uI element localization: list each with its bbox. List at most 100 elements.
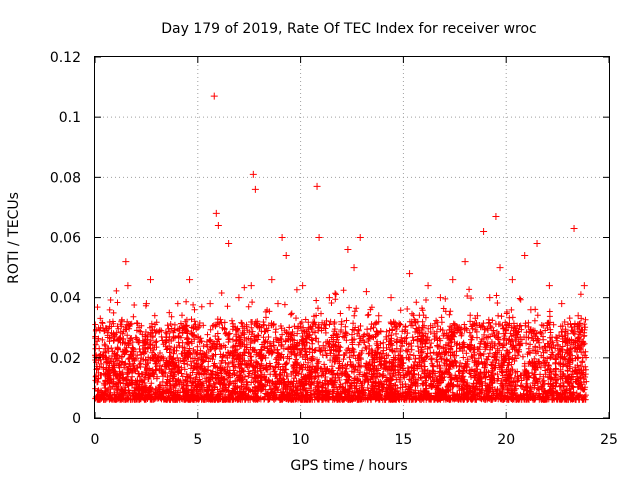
data-point bbox=[286, 336, 294, 344]
data-point bbox=[496, 264, 504, 272]
y-tick-label: 0.02 bbox=[50, 351, 81, 367]
data-point bbox=[406, 270, 414, 278]
data-point bbox=[292, 360, 300, 368]
data-point bbox=[473, 312, 481, 320]
data-point bbox=[369, 348, 377, 356]
data-point bbox=[268, 276, 276, 284]
x-tick-label: 0 bbox=[91, 432, 100, 448]
data-point bbox=[206, 300, 214, 308]
data-point bbox=[325, 294, 333, 302]
data-point bbox=[356, 234, 364, 241]
background-noise-band bbox=[92, 284, 590, 403]
data-point bbox=[105, 366, 113, 374]
data-point bbox=[430, 330, 438, 338]
data-point bbox=[387, 294, 395, 302]
data-point bbox=[153, 360, 161, 368]
data-point bbox=[274, 300, 282, 308]
data-point bbox=[443, 360, 451, 368]
data-point bbox=[539, 336, 547, 344]
data-point bbox=[521, 252, 529, 260]
data-point bbox=[436, 294, 444, 302]
data-point bbox=[97, 360, 105, 368]
data-point bbox=[399, 372, 407, 380]
data-point bbox=[480, 227, 488, 235]
data-point bbox=[186, 276, 194, 284]
data-point bbox=[251, 185, 259, 193]
data-point bbox=[455, 324, 463, 332]
data-point bbox=[159, 378, 167, 386]
data-point bbox=[231, 348, 239, 356]
y-tick-label: 0.08 bbox=[50, 170, 81, 186]
data-point bbox=[393, 336, 401, 344]
data-point bbox=[508, 276, 516, 284]
data-point bbox=[486, 294, 494, 302]
data-point bbox=[247, 282, 255, 290]
data-point bbox=[114, 372, 122, 380]
data-point bbox=[338, 318, 346, 326]
data-point bbox=[492, 212, 500, 220]
data-point bbox=[299, 282, 307, 290]
data-point bbox=[467, 342, 475, 350]
data-point bbox=[241, 360, 249, 368]
data-point bbox=[210, 92, 218, 100]
chart-title: Day 179 of 2019, Rate Of TEC Index for r… bbox=[161, 21, 537, 37]
data-point bbox=[552, 360, 560, 368]
x-tick-label: 15 bbox=[394, 432, 412, 448]
data-point bbox=[165, 336, 173, 344]
data-point bbox=[381, 360, 389, 368]
data-point bbox=[132, 384, 140, 392]
data-point bbox=[412, 318, 420, 326]
x-tick-label: 10 bbox=[292, 432, 310, 448]
data-point bbox=[332, 354, 340, 362]
data-point bbox=[147, 276, 155, 284]
data-point bbox=[570, 224, 578, 232]
data-point bbox=[362, 288, 370, 296]
y-tick-label: 0.12 bbox=[50, 50, 81, 66]
x-axis-title: GPS time / hours bbox=[290, 458, 407, 474]
data-point bbox=[574, 312, 582, 320]
data-point bbox=[564, 330, 572, 338]
data-point bbox=[313, 182, 321, 190]
data-point bbox=[449, 276, 457, 284]
data-point bbox=[225, 240, 233, 248]
x-axis-ticks: 0 5 10 15 20 25 bbox=[91, 57, 618, 448]
y-tick-label: 0 bbox=[72, 411, 81, 427]
data-point bbox=[128, 354, 136, 362]
data-point bbox=[249, 170, 257, 178]
data-point bbox=[142, 300, 150, 308]
data-point bbox=[344, 246, 352, 254]
data-point bbox=[315, 234, 323, 241]
data-point bbox=[122, 258, 130, 266]
data-point bbox=[194, 366, 202, 374]
data-point bbox=[212, 209, 220, 217]
y-tick-label: 0.06 bbox=[50, 231, 81, 247]
data-points bbox=[93, 92, 588, 392]
data-point bbox=[319, 342, 327, 350]
x-tick-label: 20 bbox=[497, 432, 515, 448]
data-point bbox=[124, 282, 132, 290]
data-point bbox=[527, 306, 535, 314]
data-point bbox=[278, 234, 286, 241]
data-point bbox=[424, 282, 432, 290]
y-tick-label: 0.1 bbox=[59, 110, 81, 126]
data-point bbox=[515, 348, 523, 356]
data-point bbox=[305, 324, 313, 332]
dense-marker-band bbox=[92, 284, 590, 403]
data-point bbox=[136, 348, 144, 356]
data-point bbox=[101, 342, 109, 350]
data-point bbox=[558, 300, 566, 308]
data-point bbox=[118, 318, 126, 326]
data-point bbox=[173, 354, 181, 362]
plot-frame bbox=[94, 56, 610, 419]
data-point bbox=[179, 324, 187, 332]
data-point bbox=[200, 384, 208, 392]
data-point bbox=[375, 312, 383, 320]
y-tick-label: 0.04 bbox=[50, 291, 81, 307]
data-point bbox=[214, 221, 222, 229]
data-point bbox=[580, 282, 588, 290]
y-axis-ticks: 0 0.02 0.04 0.06 0.08 0.1 0.12 bbox=[50, 50, 609, 427]
data-point bbox=[255, 324, 263, 332]
x-tick-label: 25 bbox=[600, 432, 618, 448]
y-axis-title: ROTI / TECUs bbox=[6, 192, 22, 284]
